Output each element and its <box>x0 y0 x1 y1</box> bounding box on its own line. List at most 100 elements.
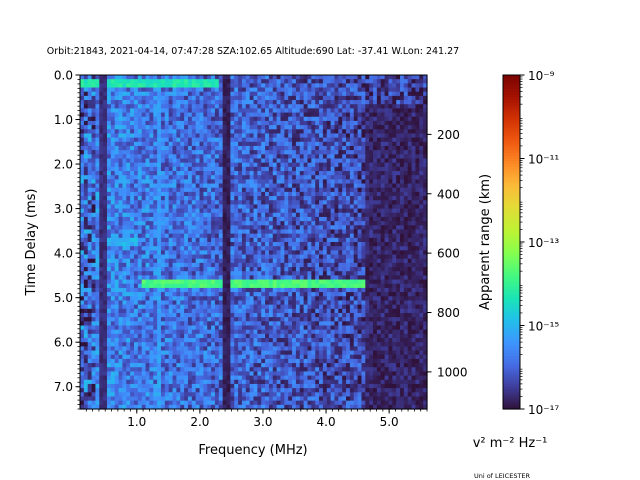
heatmap-cell <box>396 275 401 281</box>
heatmap-cell <box>326 242 332 247</box>
heatmap-cell <box>257 154 262 160</box>
heatmap-cell <box>365 246 370 251</box>
heatmap-cell <box>388 87 393 93</box>
heatmap-cell <box>184 225 189 231</box>
heatmap-cell <box>407 262 413 268</box>
heatmap-cell <box>195 250 201 256</box>
heatmap-cell <box>315 216 320 222</box>
heatmap-cell <box>361 296 366 302</box>
heatmap-cell <box>338 91 343 97</box>
heatmap-cell <box>99 287 104 293</box>
heatmap-cell <box>361 271 366 276</box>
heatmap-cell <box>280 275 285 281</box>
heatmap-cell <box>334 100 339 105</box>
heatmap-cell <box>110 91 116 97</box>
heatmap-cell <box>361 108 366 114</box>
heatmap-cell <box>419 283 424 289</box>
heatmap-cell <box>137 279 143 285</box>
heatmap-cell <box>91 296 97 302</box>
heatmap-cell <box>392 137 397 143</box>
heatmap-cell <box>361 233 366 239</box>
heatmap-cell <box>234 75 239 80</box>
heatmap-cell <box>411 271 417 276</box>
heatmap-cell <box>222 233 228 239</box>
heatmap-cell <box>349 166 355 172</box>
heatmap-cell <box>106 225 112 231</box>
heatmap-cell <box>241 208 247 214</box>
heatmap-cell <box>141 254 147 260</box>
heatmap-cell <box>419 258 424 264</box>
heatmap-cell <box>253 79 258 84</box>
heatmap-cell <box>373 283 378 289</box>
heatmap-cell <box>307 250 312 256</box>
heatmap-cell <box>288 279 293 285</box>
heatmap-cell <box>187 283 193 289</box>
heatmap-cell <box>376 145 382 151</box>
heatmap-cell <box>184 120 189 126</box>
heatmap-cell <box>114 183 120 189</box>
heatmap-cell <box>388 200 393 206</box>
heatmap-cell <box>292 129 297 135</box>
heatmap-cell <box>157 79 162 84</box>
heatmap-cell <box>157 87 162 93</box>
heatmap-cell <box>261 225 266 231</box>
heatmap-cell <box>118 267 124 272</box>
heatmap-cell <box>253 200 258 206</box>
heatmap-cell <box>292 158 297 164</box>
heatmap-cell <box>265 287 270 293</box>
heatmap-cell <box>342 296 347 302</box>
heatmap-cell <box>95 116 100 122</box>
heatmap-cell <box>330 191 336 197</box>
heatmap-cell <box>199 233 204 239</box>
heatmap-cell <box>218 233 224 239</box>
heatmap-cell <box>265 187 270 193</box>
heatmap-cell <box>245 120 251 126</box>
heatmap-cell <box>384 75 390 80</box>
heatmap-cell <box>295 225 301 231</box>
heatmap-cell <box>168 141 174 147</box>
heatmap-cell <box>411 145 417 151</box>
heatmap-cell <box>346 233 351 239</box>
heatmap-cell <box>384 208 390 214</box>
heatmap-cell <box>137 112 143 118</box>
heatmap-cell <box>80 233 85 239</box>
heatmap-cell <box>195 183 201 189</box>
heatmap-cell <box>137 292 143 297</box>
heatmap-cell <box>91 83 97 89</box>
heatmap-cell <box>415 175 420 180</box>
heatmap-cell <box>91 279 97 285</box>
heatmap-cell <box>153 179 158 185</box>
heatmap-cell <box>380 112 386 118</box>
heatmap-cell <box>261 166 266 172</box>
heatmap-cell <box>222 300 228 306</box>
heatmap-cell <box>80 154 85 160</box>
heatmap-cell <box>168 112 174 118</box>
heatmap-cell <box>133 237 139 243</box>
heatmap-cell <box>164 83 170 89</box>
heatmap-cell <box>400 296 405 302</box>
heatmap-cell <box>407 87 413 93</box>
heatmap-cell <box>126 250 131 256</box>
heatmap-cell <box>253 171 258 176</box>
heatmap-cell <box>110 296 116 302</box>
heatmap-cell <box>83 246 89 251</box>
heatmap-cell <box>168 208 174 214</box>
heatmap-cell <box>99 100 104 105</box>
heatmap-cell <box>241 87 247 93</box>
heatmap-cell <box>87 171 93 176</box>
heatmap-cell <box>207 100 212 105</box>
heatmap-cell <box>303 125 309 130</box>
heatmap-cell <box>311 95 316 101</box>
heatmap-cell <box>365 275 370 281</box>
heatmap-cell <box>338 254 343 260</box>
heatmap-cell <box>230 283 235 289</box>
heatmap-cell <box>307 229 312 235</box>
heatmap-cell <box>353 133 359 139</box>
heatmap-cell <box>349 212 355 218</box>
heatmap-cell <box>261 129 266 135</box>
heatmap-cell <box>396 296 401 302</box>
heatmap-cell <box>114 187 120 193</box>
heatmap-cell <box>392 200 397 206</box>
heatmap-cell <box>342 100 347 105</box>
heatmap-cell <box>265 208 270 214</box>
